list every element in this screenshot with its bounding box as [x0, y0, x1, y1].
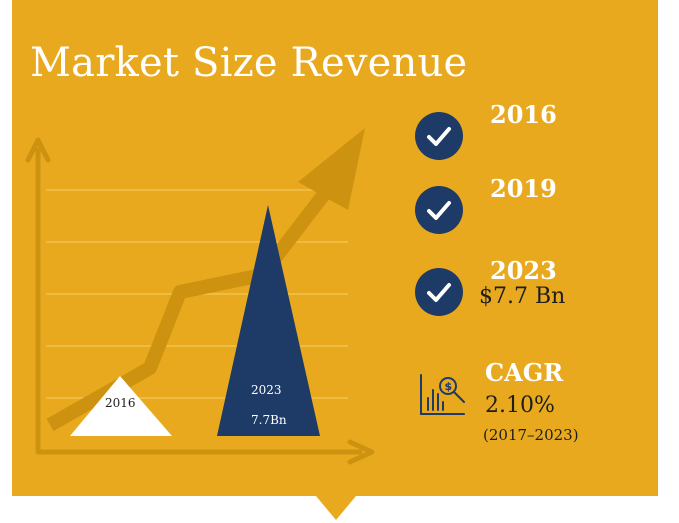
triangle-2023-year-label: 2023 [251, 383, 282, 397]
milestone-year: 2019 [490, 174, 557, 203]
triangle-2016-year-label: 2016 [105, 396, 136, 410]
page-title: Market Size Revenue [30, 40, 468, 86]
trend-arrowhead [298, 128, 365, 210]
growth-chart-dollar-icon: $ [420, 374, 465, 415]
triangle-2023-value-label: 7.7Bn [251, 413, 287, 427]
milestone-2016: 2016 [415, 100, 655, 172]
milestone-value: $7.7 Bn [479, 284, 566, 309]
x-axis-arrowhead [347, 439, 375, 465]
check-circle-icon [415, 186, 463, 234]
cagr-label: CAGR [485, 358, 564, 387]
check-circle-icon [415, 268, 463, 316]
svg-text:$: $ [445, 380, 453, 393]
milestone-2023: 2023 $7.7 Bn [415, 256, 655, 328]
cagr-value: 2.10% [485, 393, 555, 418]
triangle-2016 [70, 376, 172, 436]
y-axis-arrowhead [25, 137, 51, 163]
check-circle-icon [415, 112, 463, 160]
triangle-2023 [217, 205, 320, 436]
milestone-2019: 2019 [415, 174, 655, 246]
milestone-year: 2016 [490, 100, 557, 129]
milestone-year: 2023 [490, 256, 557, 285]
cagr-period: (2017–2023) [483, 426, 579, 444]
panel-background [12, 0, 658, 520]
chart-axes [25, 137, 375, 465]
